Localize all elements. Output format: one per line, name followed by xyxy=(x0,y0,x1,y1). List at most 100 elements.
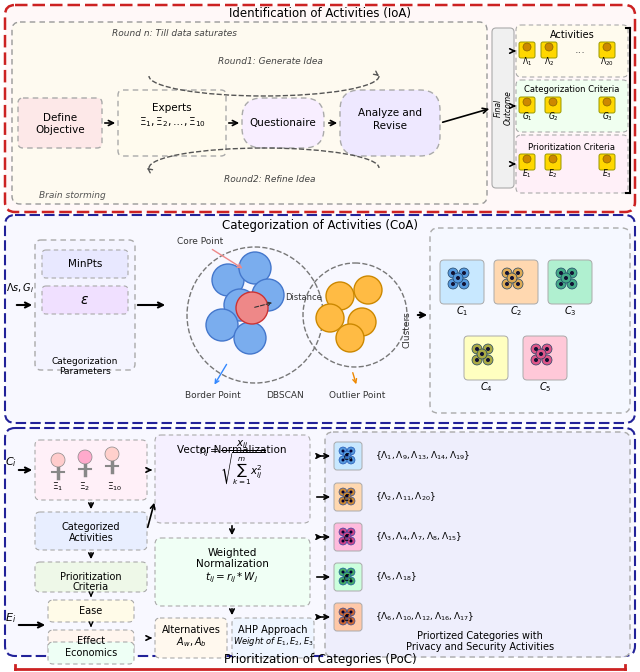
Circle shape xyxy=(342,571,344,573)
Text: $C_9$: $C_9$ xyxy=(343,452,353,464)
FancyBboxPatch shape xyxy=(18,98,102,148)
Circle shape xyxy=(342,620,344,622)
FancyBboxPatch shape xyxy=(340,90,440,156)
Circle shape xyxy=(475,358,479,362)
Text: $E_i$: $E_i$ xyxy=(5,611,16,625)
Text: Round n: Till data saturates: Round n: Till data saturates xyxy=(113,28,237,38)
Text: $\Xi_{10}$: $\Xi_{10}$ xyxy=(108,480,123,493)
Text: Core Point: Core Point xyxy=(177,237,223,247)
FancyBboxPatch shape xyxy=(242,98,324,148)
Text: Round1: Generate Idea: Round1: Generate Idea xyxy=(218,58,323,67)
FancyBboxPatch shape xyxy=(545,97,561,113)
Circle shape xyxy=(516,271,520,275)
Circle shape xyxy=(603,155,611,163)
Circle shape xyxy=(349,491,353,493)
Text: Weighted: Weighted xyxy=(207,548,257,558)
Text: $C_5$: $C_5$ xyxy=(539,380,551,394)
FancyBboxPatch shape xyxy=(516,25,628,77)
Circle shape xyxy=(448,279,458,289)
Circle shape xyxy=(339,568,347,576)
Text: Revise: Revise xyxy=(373,121,407,131)
Circle shape xyxy=(236,292,268,324)
Circle shape xyxy=(339,488,347,496)
Circle shape xyxy=(339,456,347,464)
Circle shape xyxy=(556,268,566,278)
Text: $\Xi_2$: $\Xi_2$ xyxy=(79,480,91,493)
FancyBboxPatch shape xyxy=(334,483,362,511)
Text: Vector Normalization: Vector Normalization xyxy=(177,445,287,455)
Text: Questionaire: Questionaire xyxy=(250,118,316,128)
Circle shape xyxy=(224,289,256,321)
Circle shape xyxy=(346,454,349,456)
FancyBboxPatch shape xyxy=(334,603,362,631)
Circle shape xyxy=(459,279,469,289)
Circle shape xyxy=(531,355,541,365)
Text: Objective: Objective xyxy=(35,125,85,135)
Circle shape xyxy=(564,276,568,280)
Circle shape xyxy=(462,282,466,286)
Circle shape xyxy=(545,43,553,51)
Circle shape xyxy=(347,528,355,536)
FancyBboxPatch shape xyxy=(334,563,362,591)
FancyBboxPatch shape xyxy=(519,154,535,170)
Circle shape xyxy=(212,264,244,296)
Circle shape xyxy=(567,268,577,278)
Circle shape xyxy=(349,530,353,534)
Text: $\Lambda s, G_i$: $\Lambda s, G_i$ xyxy=(6,281,34,295)
Circle shape xyxy=(342,579,344,583)
Circle shape xyxy=(483,344,493,354)
Circle shape xyxy=(347,488,355,496)
Circle shape xyxy=(347,537,355,545)
Circle shape xyxy=(486,358,490,362)
Circle shape xyxy=(354,276,382,304)
Circle shape xyxy=(339,537,347,545)
Circle shape xyxy=(346,495,349,497)
Circle shape xyxy=(347,568,355,576)
Text: ...: ... xyxy=(575,45,586,55)
Circle shape xyxy=(342,450,344,452)
Text: $C_?$: $C_?$ xyxy=(343,613,353,625)
Circle shape xyxy=(239,252,271,284)
Text: Categorization Criteria: Categorization Criteria xyxy=(524,85,620,95)
Circle shape xyxy=(559,282,563,286)
FancyBboxPatch shape xyxy=(48,630,134,652)
Circle shape xyxy=(342,491,344,493)
Circle shape xyxy=(343,532,351,540)
Circle shape xyxy=(342,610,344,614)
Circle shape xyxy=(206,309,238,341)
Text: $E_3$: $E_3$ xyxy=(602,168,612,180)
FancyBboxPatch shape xyxy=(5,215,635,423)
Circle shape xyxy=(453,273,463,283)
FancyBboxPatch shape xyxy=(492,28,514,188)
Text: Prioritization: Prioritization xyxy=(60,572,122,582)
Circle shape xyxy=(347,608,355,616)
Text: Ease: Ease xyxy=(79,606,102,616)
FancyBboxPatch shape xyxy=(545,154,561,170)
Text: $E_1$: $E_1$ xyxy=(522,168,532,180)
FancyBboxPatch shape xyxy=(35,562,147,592)
Text: Outlier Point: Outlier Point xyxy=(329,390,385,399)
Text: $r_{ij} = \dfrac{x_{ij}}{\sqrt{\sum_{k=1}^{m} x_{ij}^2}}$: $r_{ij} = \dfrac{x_{ij}}{\sqrt{\sum_{k=1… xyxy=(199,439,265,487)
Text: Economics: Economics xyxy=(65,648,117,658)
Text: MinPts: MinPts xyxy=(68,259,102,269)
Circle shape xyxy=(531,344,541,354)
FancyBboxPatch shape xyxy=(599,97,615,113)
FancyBboxPatch shape xyxy=(48,600,134,622)
Text: $\Lambda_2$: $\Lambda_2$ xyxy=(544,56,554,69)
Text: Criteria: Criteria xyxy=(73,582,109,592)
Text: Effect: Effect xyxy=(77,636,105,646)
Text: Identification of Activities (IoA): Identification of Activities (IoA) xyxy=(229,7,411,21)
Circle shape xyxy=(342,530,344,534)
Text: Categorization of Activities (CoA): Categorization of Activities (CoA) xyxy=(222,218,418,231)
Text: Analyze and: Analyze and xyxy=(358,108,422,118)
Circle shape xyxy=(510,276,514,280)
Circle shape xyxy=(448,268,458,278)
FancyBboxPatch shape xyxy=(325,432,630,657)
Circle shape xyxy=(252,279,284,311)
Circle shape xyxy=(549,155,557,163)
Circle shape xyxy=(78,450,92,464)
Text: DBSCAN: DBSCAN xyxy=(266,390,304,399)
Circle shape xyxy=(349,579,353,583)
FancyBboxPatch shape xyxy=(523,336,567,380)
FancyBboxPatch shape xyxy=(548,260,592,304)
